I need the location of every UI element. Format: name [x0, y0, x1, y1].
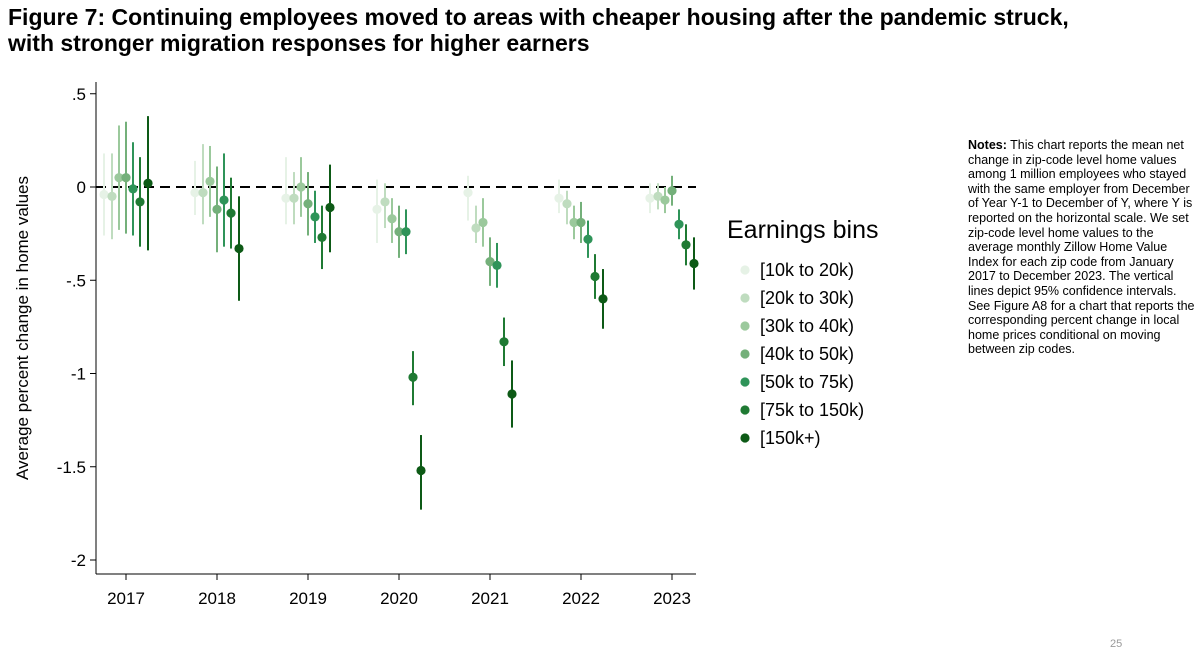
data-point [471, 223, 481, 233]
legend-label: [75k to 150k) [760, 400, 864, 420]
data-point [667, 186, 677, 196]
data-point [681, 240, 691, 250]
legend-marker [740, 321, 750, 331]
data-point [590, 271, 600, 282]
legend-marker [740, 377, 750, 387]
x-tick-label: 2017 [107, 589, 145, 608]
data-point [135, 197, 145, 207]
series-4 [121, 121, 677, 286]
legend-marker [740, 405, 750, 415]
legend-label: [20k to 30k) [760, 288, 854, 308]
series-1 [99, 153, 655, 243]
legend-label: [10k to 20k) [760, 260, 854, 280]
data-point [499, 337, 509, 347]
series-6 [135, 157, 691, 406]
y-tick-label: -.5 [66, 271, 86, 290]
legend-marker [740, 265, 750, 275]
legend-marker [740, 293, 750, 303]
data-point [107, 191, 117, 201]
data-point [653, 191, 663, 201]
y-tick-label: -1 [71, 365, 86, 384]
legend-label: [30k to 40k) [760, 316, 854, 336]
data-point [281, 193, 291, 203]
data-point [128, 184, 138, 194]
data-point [583, 234, 593, 244]
notes-see-also: See Figure A8 for a chart that reports t… [968, 298, 1195, 357]
page-number: 25 [1110, 638, 1123, 650]
data-point [598, 294, 608, 304]
data-point [226, 208, 236, 218]
notes-heading: Notes: [968, 138, 1007, 152]
legend: Earnings bins [10k to 20k) [20k to 30k) [3… [727, 216, 878, 448]
data-point [205, 176, 215, 187]
data-point [576, 217, 586, 228]
data-point [660, 195, 670, 205]
series-7 [143, 116, 699, 510]
legend-marker [740, 433, 750, 443]
data-point [212, 204, 222, 214]
x-tick-label: 2023 [653, 589, 691, 608]
data-point [492, 260, 502, 270]
data-point [689, 258, 699, 269]
x-tick-label: 2022 [562, 589, 600, 608]
data-point [296, 182, 306, 192]
x-tick-label: 2018 [198, 589, 236, 608]
data-point [408, 372, 418, 382]
data-point [645, 193, 655, 203]
data-point [401, 227, 411, 237]
legend-marker [740, 349, 750, 359]
data-point [289, 193, 299, 203]
y-tick-label: .5 [72, 85, 86, 104]
x-tick-label: 2020 [380, 589, 418, 608]
legend-title: Earnings bins [727, 216, 878, 244]
data-point [303, 199, 313, 209]
data-point [387, 214, 397, 224]
data-point [325, 202, 335, 213]
data-point [478, 217, 488, 228]
data-point [143, 178, 153, 188]
y-tick-label: -1.5 [57, 458, 86, 477]
data-point [114, 173, 124, 183]
data-point [416, 465, 426, 476]
data-point [190, 187, 200, 198]
data-point [463, 187, 473, 198]
data-point [219, 195, 229, 205]
data-point [394, 227, 404, 237]
chart-notes: Notes: This chart reports the mean net c… [968, 138, 1198, 357]
data-point [198, 187, 208, 198]
series-5 [128, 142, 684, 288]
data-point [380, 197, 390, 207]
data-point [562, 199, 572, 209]
data-point [485, 257, 495, 267]
data-point [372, 204, 382, 214]
y-axis-title: Average percent change in home values [13, 176, 32, 480]
data-point [674, 219, 684, 229]
series-3 [114, 125, 670, 247]
data-point [121, 173, 131, 183]
data-point [234, 243, 244, 254]
plot-area: .5 0 -.5 -1 -1.5 -2 Average percent change in … [13, 82, 699, 608]
notes-body: This chart reports the mean net change i… [968, 138, 1193, 298]
y-tick-label: 0 [77, 178, 86, 197]
figure-title-line-2: with stronger migration responses for hi… [8, 30, 590, 56]
legend-label: [150k+) [760, 428, 821, 448]
data-point [317, 232, 327, 242]
x-tick-label: 2019 [289, 589, 327, 608]
legend-label: [40k to 50k) [760, 344, 854, 364]
y-tick-label: -2 [71, 551, 86, 570]
data-point [569, 217, 579, 228]
legend-label: [50k to 75k) [760, 372, 854, 392]
data-point [507, 389, 517, 399]
figure-title-line-1: Figure 7: Continuing employees moved to … [8, 4, 1069, 30]
figure-title: Figure 7: Continuing employees moved to … [8, 4, 1198, 56]
series-2 [107, 144, 663, 243]
data-point [99, 189, 109, 200]
x-tick-label: 2021 [471, 589, 509, 608]
data-point [310, 212, 320, 222]
data-point [554, 193, 564, 203]
